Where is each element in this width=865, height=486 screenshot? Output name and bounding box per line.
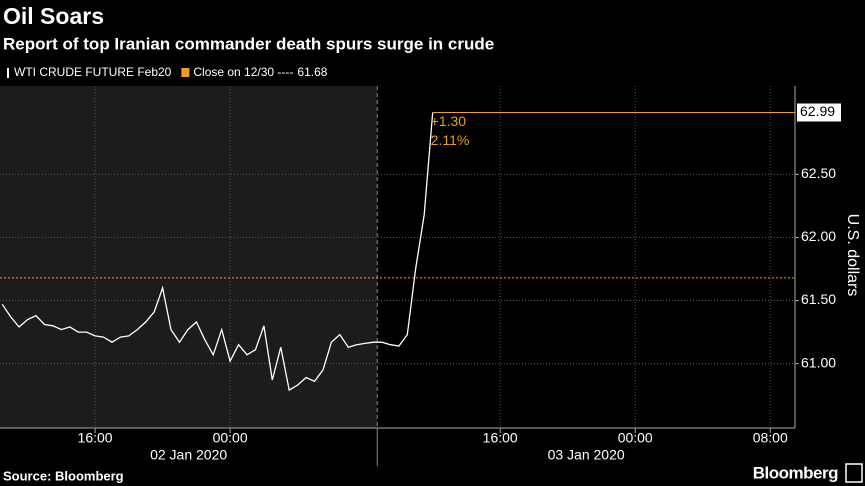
brand-icon bbox=[845, 463, 863, 483]
x-tick-label: 00:00 bbox=[213, 430, 248, 446]
source: Source: Bloomberg bbox=[3, 468, 124, 483]
y-tick-label: 61.50 bbox=[801, 291, 836, 307]
annotation: +1.30 bbox=[431, 113, 467, 129]
x-tick-label: 08:00 bbox=[753, 430, 788, 446]
chart-subtitle: Report of top Iranian commander death sp… bbox=[3, 34, 494, 53]
y-tick-label: 62.50 bbox=[801, 165, 836, 181]
chart-title: Oil Soars bbox=[3, 3, 104, 29]
legend-swatch bbox=[181, 68, 190, 77]
date-label: 03 Jan 2020 bbox=[548, 447, 625, 463]
series-line bbox=[1, 112, 434, 392]
date-label: 02 Jan 2020 bbox=[150, 447, 227, 463]
x-tick-label: 16:00 bbox=[483, 430, 518, 446]
legend-label: Close on 12/30 ---- bbox=[193, 65, 293, 79]
annotation: 2.11% bbox=[431, 132, 470, 148]
y-tick-label: 62.00 bbox=[801, 228, 836, 244]
shaded-session bbox=[0, 86, 378, 428]
y-axis-title: U.S. dollars bbox=[844, 214, 861, 297]
x-tick-label: 16:00 bbox=[78, 430, 113, 446]
brand: Bloomberg bbox=[753, 463, 838, 482]
last-value-label: 62.99 bbox=[800, 103, 835, 119]
y-tick-label: 61.00 bbox=[801, 354, 836, 370]
last-value-box bbox=[797, 103, 841, 122]
x-tick-label: 00:00 bbox=[618, 430, 653, 446]
legend-value: 61.68 bbox=[297, 65, 327, 79]
legend-label: WTI CRUDE FUTURE Feb20 bbox=[14, 65, 172, 79]
